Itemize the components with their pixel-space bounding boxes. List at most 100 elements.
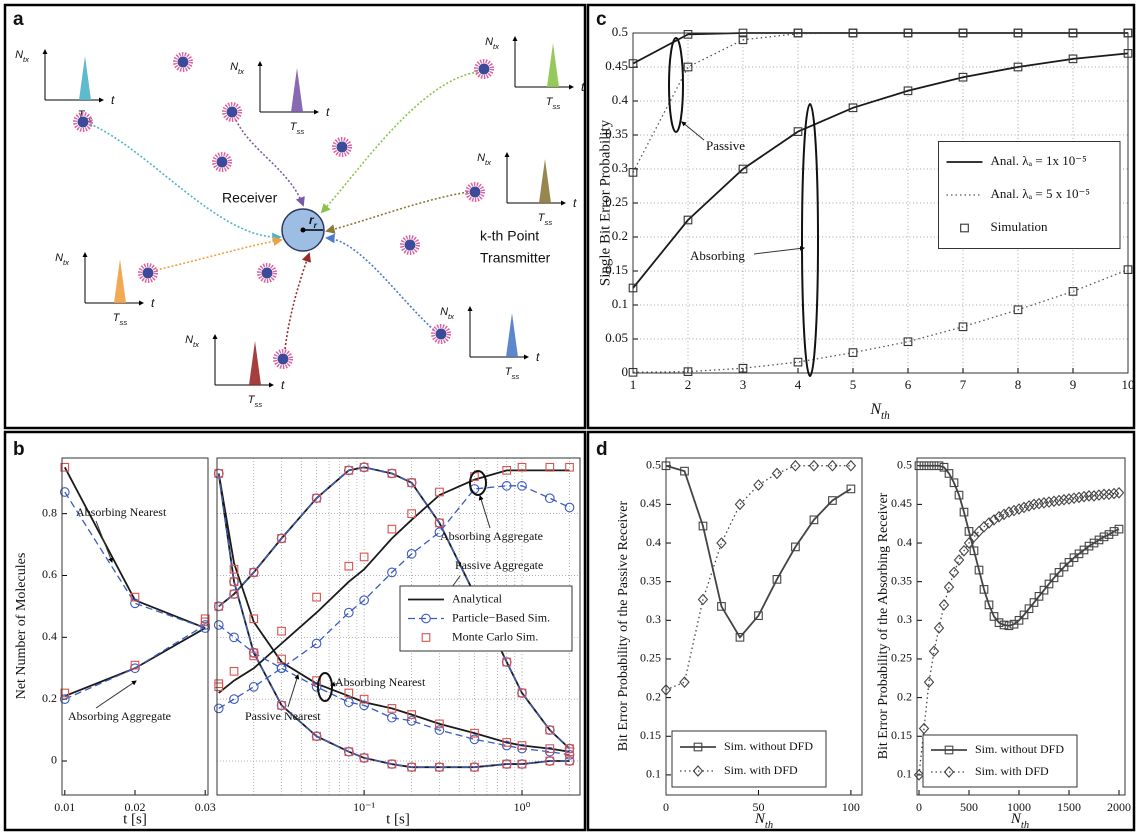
molecule-spikes — [465, 182, 485, 202]
molecule-spikes — [222, 102, 242, 122]
y-tick-label: 0.4 — [646, 535, 661, 549]
y-tick-label: 0.2 — [42, 691, 57, 705]
marker-circle — [343, 697, 354, 708]
marker-square — [517, 741, 527, 750]
marker-square — [934, 461, 944, 471]
annotation-ellipse — [317, 672, 333, 702]
plot-frame — [632, 32, 1129, 374]
pulse-label-main: T — [505, 366, 513, 378]
marker-diamond — [1083, 490, 1095, 502]
series-line — [632, 32, 1128, 173]
x-tick-label: 10⁰ — [514, 800, 531, 814]
pulse-x-label: t — [536, 350, 540, 364]
marker-square — [693, 742, 703, 752]
marker-diamond — [998, 508, 1010, 521]
panel-label: b — [13, 439, 25, 460]
pulse-y-label-sub: tx — [238, 67, 245, 76]
pulse — [539, 159, 551, 203]
marker-square — [989, 612, 999, 621]
plot-frame — [665, 457, 863, 796]
marker-diamond — [918, 722, 930, 735]
marker-square — [914, 461, 924, 471]
marker-square — [312, 493, 321, 503]
marker-square — [1068, 54, 1078, 64]
marker-square — [502, 657, 512, 667]
marker-square — [793, 127, 803, 136]
marker-diamond — [938, 599, 950, 611]
panel-label: c — [596, 9, 607, 30]
y-axis-label: Bit Error Probability of the Passive Rec… — [616, 500, 631, 751]
marker-square — [1084, 541, 1094, 551]
molecule — [77, 116, 89, 128]
marker-square — [738, 164, 748, 174]
marker-square — [999, 620, 1009, 630]
marker-diamond — [1088, 490, 1100, 502]
marker-diamond — [734, 498, 746, 511]
chart: 0.01 0.02 0.03 0 0.2 0.4 0.6 0.8 Net Number of M… — [14, 457, 216, 827]
marker-square — [1004, 621, 1014, 631]
marker-square — [359, 753, 369, 763]
receiver-label: Receiver — [222, 190, 278, 206]
marker-square — [974, 565, 984, 575]
marker-diamond — [1033, 497, 1045, 510]
marker-diamond — [753, 479, 764, 491]
pulse-x-label: t — [281, 378, 285, 392]
marker-square — [229, 577, 239, 587]
diffusion-arrow — [284, 252, 312, 350]
marker-diamond — [1108, 487, 1120, 500]
x-axis-label: t [s] — [123, 811, 147, 827]
marker-square — [984, 600, 994, 610]
plot-area — [62, 458, 208, 795]
marker-square — [249, 568, 259, 577]
series-line — [218, 485, 570, 709]
chart: 1 2 3 4 5 6 7 8 9 10 0 0.05 0.1 0.15 0.2 0.25 0.3 0.35 0.4… — [597, 24, 1134, 422]
chart: 10⁻¹ 10⁰ t [s] Absorbing Aggregate Passive A… — [213, 457, 581, 827]
pulse-x-label: t — [581, 80, 585, 94]
annotation: Absorbing — [690, 248, 745, 263]
pulse — [79, 56, 91, 100]
pulse-label-main: T — [546, 96, 554, 108]
molecule — [435, 328, 447, 340]
marker-diamond — [923, 676, 935, 688]
x-tick-label: 4 — [795, 377, 802, 392]
annotation-arrow — [478, 495, 491, 529]
marker-square — [435, 487, 444, 497]
x-tick-label: 5 — [850, 377, 857, 392]
marker-diamond — [983, 517, 995, 529]
marker-diamond — [1008, 504, 1020, 517]
panel-frame — [3, 3, 587, 430]
pulse-label: Tss — [538, 212, 553, 227]
y-tick-label: 0.4 — [42, 629, 57, 643]
pulse-y-label: Ntx — [15, 49, 30, 64]
marker-circle — [213, 703, 224, 714]
marker-square — [502, 759, 512, 769]
annotation: Passive Aggregate — [455, 558, 543, 572]
y-tick-label: 0.5 — [612, 24, 628, 39]
marker-square — [502, 466, 512, 475]
pulse — [249, 341, 261, 385]
pulse-label-main: T — [538, 212, 546, 224]
x-tick-label: 50 — [752, 800, 764, 814]
marker-square — [683, 30, 693, 39]
legend-label: Analytical — [452, 591, 503, 605]
marker-diamond — [1093, 489, 1105, 501]
series-line — [632, 52, 1129, 289]
marker-square — [359, 694, 369, 704]
legend-label: Anal. λₐ = 5 x 10⁻⁵ — [991, 186, 1090, 201]
y-tick-label: 0.45 — [605, 58, 628, 73]
pulse-x-label: t — [326, 105, 330, 119]
marker-square — [717, 602, 726, 611]
marker-square — [214, 469, 224, 478]
pulse — [114, 259, 126, 303]
marker-diamond — [845, 459, 857, 472]
marker-square — [1044, 579, 1054, 589]
pulse-label-main: T — [290, 121, 298, 133]
diffusion-arrow — [325, 233, 435, 331]
marker-square — [960, 223, 969, 233]
marker-diamond — [808, 459, 820, 472]
marker-square — [387, 469, 397, 478]
marker-square — [470, 728, 479, 738]
marker-diamond — [790, 459, 801, 472]
marker-square — [229, 589, 239, 599]
molecule — [261, 267, 273, 279]
